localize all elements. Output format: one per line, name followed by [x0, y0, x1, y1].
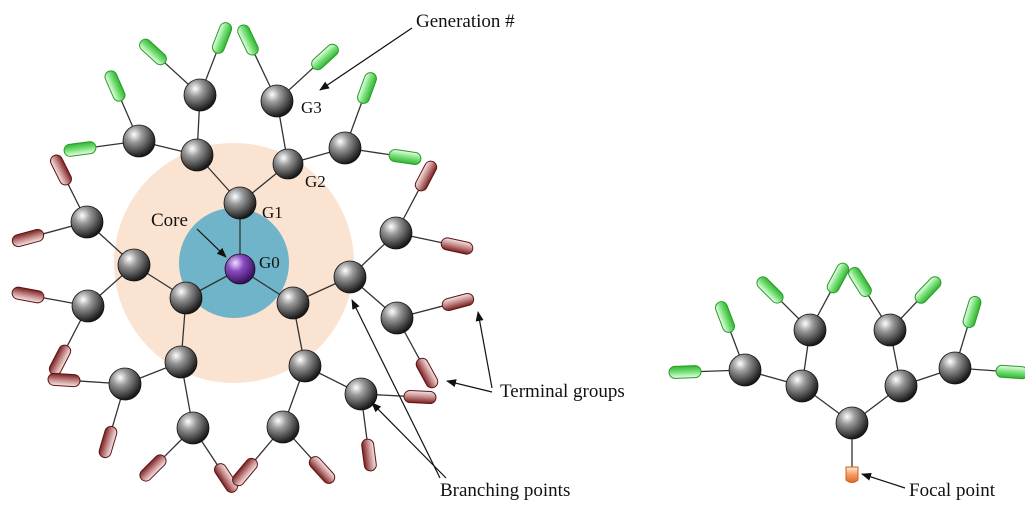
terminal-group-red	[232, 457, 258, 487]
terminal-group-green	[139, 38, 167, 66]
branching-point-node	[276, 286, 310, 320]
branching-point-node	[272, 148, 304, 180]
terminal-group-green	[914, 276, 942, 304]
terminal-groups-label: Terminal groups	[500, 381, 625, 402]
branching-point-node	[785, 369, 819, 403]
terminal-group-red	[139, 454, 167, 482]
branching-point-node	[938, 351, 972, 385]
branching-point-node	[260, 84, 294, 118]
branching-arrow-lower	[371, 402, 447, 479]
branching-arrow-upper	[351, 299, 441, 479]
branching-point-node	[108, 367, 142, 401]
branching-point-node	[288, 349, 322, 383]
branching-point-node	[344, 377, 378, 411]
terminal-group-green	[104, 70, 126, 102]
core-label: Core	[151, 210, 188, 231]
terminal-group-red	[441, 292, 475, 312]
terminal-group-green	[962, 295, 982, 329]
terminal-group-red	[440, 237, 474, 255]
terminal-group-green	[388, 149, 422, 165]
terminal-group-red	[213, 463, 239, 493]
branching-point-node	[793, 313, 827, 347]
terminal-group-red	[48, 344, 72, 376]
branching-point-node	[70, 205, 104, 239]
branching-point-node	[117, 248, 151, 282]
terminal-group-red	[11, 286, 45, 304]
branching-point-node	[728, 353, 762, 387]
terminal-group-red	[361, 438, 377, 472]
branching-points-label: Branching points	[440, 480, 570, 501]
branching-point-node	[380, 301, 414, 335]
terminal-group-green	[211, 22, 233, 54]
terminal-group-green	[995, 364, 1025, 380]
branching-point-node	[223, 186, 257, 220]
terminal-group-green	[756, 276, 784, 304]
branching-point-node	[164, 345, 198, 379]
branching-point-node	[379, 216, 413, 250]
terminal-group-red	[403, 389, 437, 405]
generation-arrow	[319, 27, 413, 91]
terminal-arrow-lower	[446, 379, 493, 393]
terminal-group-green	[237, 24, 259, 56]
branching-point-node	[835, 406, 869, 440]
core-arrow	[196, 228, 227, 258]
terminal-group-green	[63, 141, 97, 157]
g1-label: G1	[262, 203, 283, 222]
g0-label: G0	[259, 253, 280, 272]
branching-point-node	[873, 313, 907, 347]
terminal-group-green	[848, 267, 872, 297]
terminal-group-green	[357, 72, 377, 104]
branching-point-node	[180, 138, 214, 172]
focal-point-group	[845, 466, 859, 483]
focal-arrow	[861, 472, 906, 489]
branching-point-node	[71, 289, 105, 323]
focal-point-label: Focal point	[909, 480, 996, 501]
branching-point-node	[266, 410, 300, 444]
branching-point-node	[884, 369, 918, 403]
branching-point-node	[328, 131, 362, 165]
terminal-group-green	[668, 365, 702, 379]
branching-point-node	[122, 124, 156, 158]
terminal-group-green	[714, 301, 736, 333]
terminal-group-red	[47, 372, 81, 388]
branching-point-node	[169, 281, 203, 315]
terminal-group-red	[308, 456, 336, 484]
terminal-group-red	[50, 154, 72, 186]
g2-label: G2	[305, 172, 326, 191]
terminal-group-green	[311, 43, 339, 71]
g3-label: G3	[301, 98, 322, 117]
core-node	[224, 253, 256, 285]
terminal-group-red	[11, 228, 45, 248]
branching-point-node	[333, 260, 367, 294]
terminal-group-green	[826, 262, 850, 294]
branching-point-node	[176, 411, 210, 445]
terminal-group-red	[98, 425, 118, 459]
terminal-group-red	[415, 357, 439, 389]
terminal-group-red	[414, 160, 438, 192]
terminal-arrow-upper	[475, 311, 493, 389]
generation-label: Generation #	[416, 11, 515, 32]
branching-point-node	[183, 78, 217, 112]
